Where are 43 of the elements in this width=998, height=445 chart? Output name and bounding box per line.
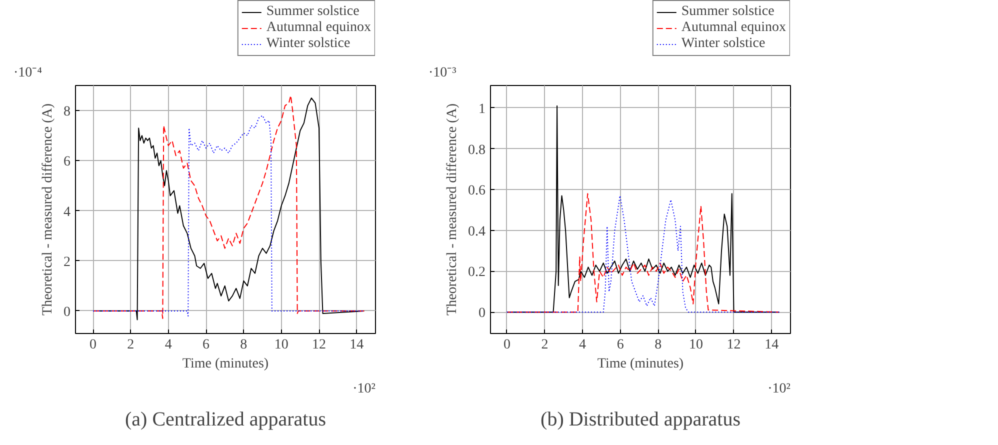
x-tick-label: 10: [688, 338, 703, 352]
text: (b) Distributed apparatus: [540, 408, 741, 430]
text: ·10²: [768, 382, 790, 396]
x-tick-label: 2: [541, 338, 548, 352]
text: ·10⁻³: [428, 66, 456, 80]
legend-label: Winter solstice: [266, 36, 350, 52]
x-tick-label: 10: [274, 338, 288, 352]
text: (a) Centralized apparatus: [124, 408, 326, 430]
y-tick-label: 6: [64, 154, 70, 170]
y-tick-label: 0: [64, 304, 70, 320]
x-tick-label: 2: [127, 338, 134, 352]
x-tick-label: 12: [312, 338, 326, 352]
y-tick-label: 0: [478, 306, 486, 322]
x-axis-title: Time (minutes): [182, 356, 269, 372]
legend-label: Autumnal equinox: [266, 20, 371, 36]
y-tick-label: 0.6: [468, 184, 486, 199]
x-tick-label: 8: [240, 338, 248, 352]
legend-label: Summer solstice: [266, 4, 360, 20]
y-tick-label: 8: [64, 104, 70, 120]
y-axis-title: Theoretical - measured difference (A): [40, 103, 56, 316]
x-tick-label: 0: [90, 338, 97, 352]
text: ·10²: [352, 382, 376, 396]
x-tick-label: 14: [764, 338, 779, 352]
x-tick-label: 6: [616, 338, 624, 352]
y-tick-label: 0.2: [468, 265, 486, 280]
y-tick-label: 1: [478, 102, 486, 117]
x-tick-label: 14: [350, 338, 364, 352]
x-tick-label: 0: [503, 338, 510, 352]
x-tick-label: 4: [164, 338, 172, 352]
y-tick-label: 0.4: [468, 224, 486, 240]
y-tick-label: 0.8: [468, 142, 486, 158]
legend-label: Summer solstice: [681, 4, 774, 20]
legend-label: Autumnal equinox: [681, 20, 786, 36]
y-tick-label: 2: [64, 254, 70, 270]
x-tick-label: 4: [579, 338, 586, 352]
x-axis-title: Time (minutes): [597, 356, 684, 372]
x-tick-label: 12: [726, 338, 741, 352]
legend-label: Winter solstice: [681, 36, 766, 52]
x-tick-label: 8: [654, 338, 662, 352]
y-axis-title: Theoretical - measured difference (A): [445, 103, 460, 316]
text: ·10⁻⁴: [14, 66, 42, 80]
x-tick-label: 6: [202, 338, 210, 352]
y-tick-label: 4: [64, 204, 70, 220]
